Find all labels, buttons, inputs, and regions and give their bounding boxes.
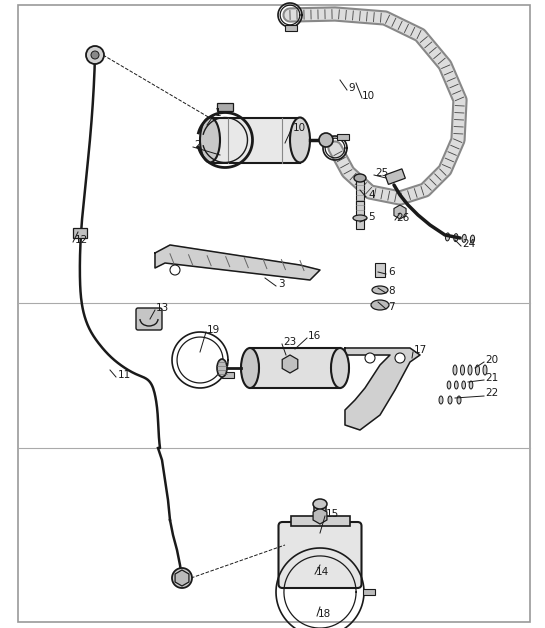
Bar — [314, 504, 326, 517]
Text: 24: 24 — [462, 239, 475, 249]
Bar — [217, 102, 233, 111]
Text: 17: 17 — [414, 345, 427, 355]
FancyBboxPatch shape — [278, 522, 361, 588]
Text: 6: 6 — [388, 267, 395, 277]
Circle shape — [86, 46, 104, 64]
Ellipse shape — [439, 396, 443, 404]
Ellipse shape — [313, 499, 327, 509]
Bar — [375, 263, 385, 277]
Polygon shape — [155, 245, 320, 280]
Bar — [290, 516, 349, 526]
Ellipse shape — [217, 359, 227, 377]
Text: 13: 13 — [156, 303, 169, 313]
Text: 3: 3 — [278, 279, 284, 289]
Bar — [250, 348, 340, 388]
Text: 15: 15 — [326, 509, 339, 519]
Ellipse shape — [457, 396, 461, 404]
Circle shape — [365, 353, 375, 363]
Ellipse shape — [354, 174, 366, 182]
Ellipse shape — [331, 348, 349, 388]
Ellipse shape — [475, 365, 480, 375]
Ellipse shape — [468, 365, 472, 375]
Bar — [364, 589, 376, 595]
Ellipse shape — [483, 365, 487, 375]
Circle shape — [91, 51, 99, 59]
Text: 25: 25 — [375, 168, 388, 178]
Text: 2: 2 — [194, 140, 201, 150]
Circle shape — [170, 265, 180, 275]
Text: 26: 26 — [396, 213, 409, 223]
Ellipse shape — [469, 381, 473, 389]
Bar — [337, 134, 349, 139]
Text: 14: 14 — [316, 567, 329, 577]
Ellipse shape — [462, 234, 467, 242]
Ellipse shape — [470, 235, 475, 243]
Ellipse shape — [371, 300, 389, 310]
Ellipse shape — [454, 234, 458, 242]
Text: 22: 22 — [485, 388, 498, 398]
Text: 12: 12 — [75, 235, 88, 245]
FancyBboxPatch shape — [136, 308, 162, 330]
Text: 16: 16 — [308, 331, 321, 341]
Text: 4: 4 — [368, 190, 374, 200]
Text: 18: 18 — [318, 609, 331, 619]
Ellipse shape — [241, 348, 259, 388]
Text: 10: 10 — [362, 91, 375, 101]
Ellipse shape — [462, 381, 465, 389]
Bar — [356, 181, 364, 209]
Ellipse shape — [453, 365, 457, 375]
Text: 1: 1 — [215, 108, 222, 118]
Bar — [210, 117, 300, 163]
Bar — [222, 372, 234, 379]
Text: 11: 11 — [118, 370, 131, 380]
Ellipse shape — [200, 117, 220, 163]
Text: 21: 21 — [485, 373, 498, 383]
Ellipse shape — [455, 381, 458, 389]
Text: 8: 8 — [388, 286, 395, 296]
Text: 20: 20 — [485, 355, 498, 365]
Ellipse shape — [445, 233, 450, 241]
Text: 7: 7 — [388, 302, 395, 312]
Ellipse shape — [447, 381, 451, 389]
Ellipse shape — [353, 215, 367, 221]
Bar — [356, 201, 364, 229]
Text: 10: 10 — [293, 123, 306, 133]
Ellipse shape — [290, 117, 310, 163]
Ellipse shape — [448, 396, 452, 404]
Bar — [285, 25, 297, 31]
Bar — [73, 228, 87, 238]
Text: 23: 23 — [283, 337, 296, 347]
Ellipse shape — [372, 286, 388, 294]
Circle shape — [172, 568, 192, 588]
Text: 5: 5 — [368, 212, 374, 222]
Ellipse shape — [461, 365, 464, 375]
Text: 19: 19 — [207, 325, 220, 335]
Bar — [385, 169, 405, 185]
Circle shape — [319, 133, 333, 147]
Text: 9: 9 — [348, 83, 355, 93]
Polygon shape — [345, 348, 420, 430]
Circle shape — [395, 353, 405, 363]
